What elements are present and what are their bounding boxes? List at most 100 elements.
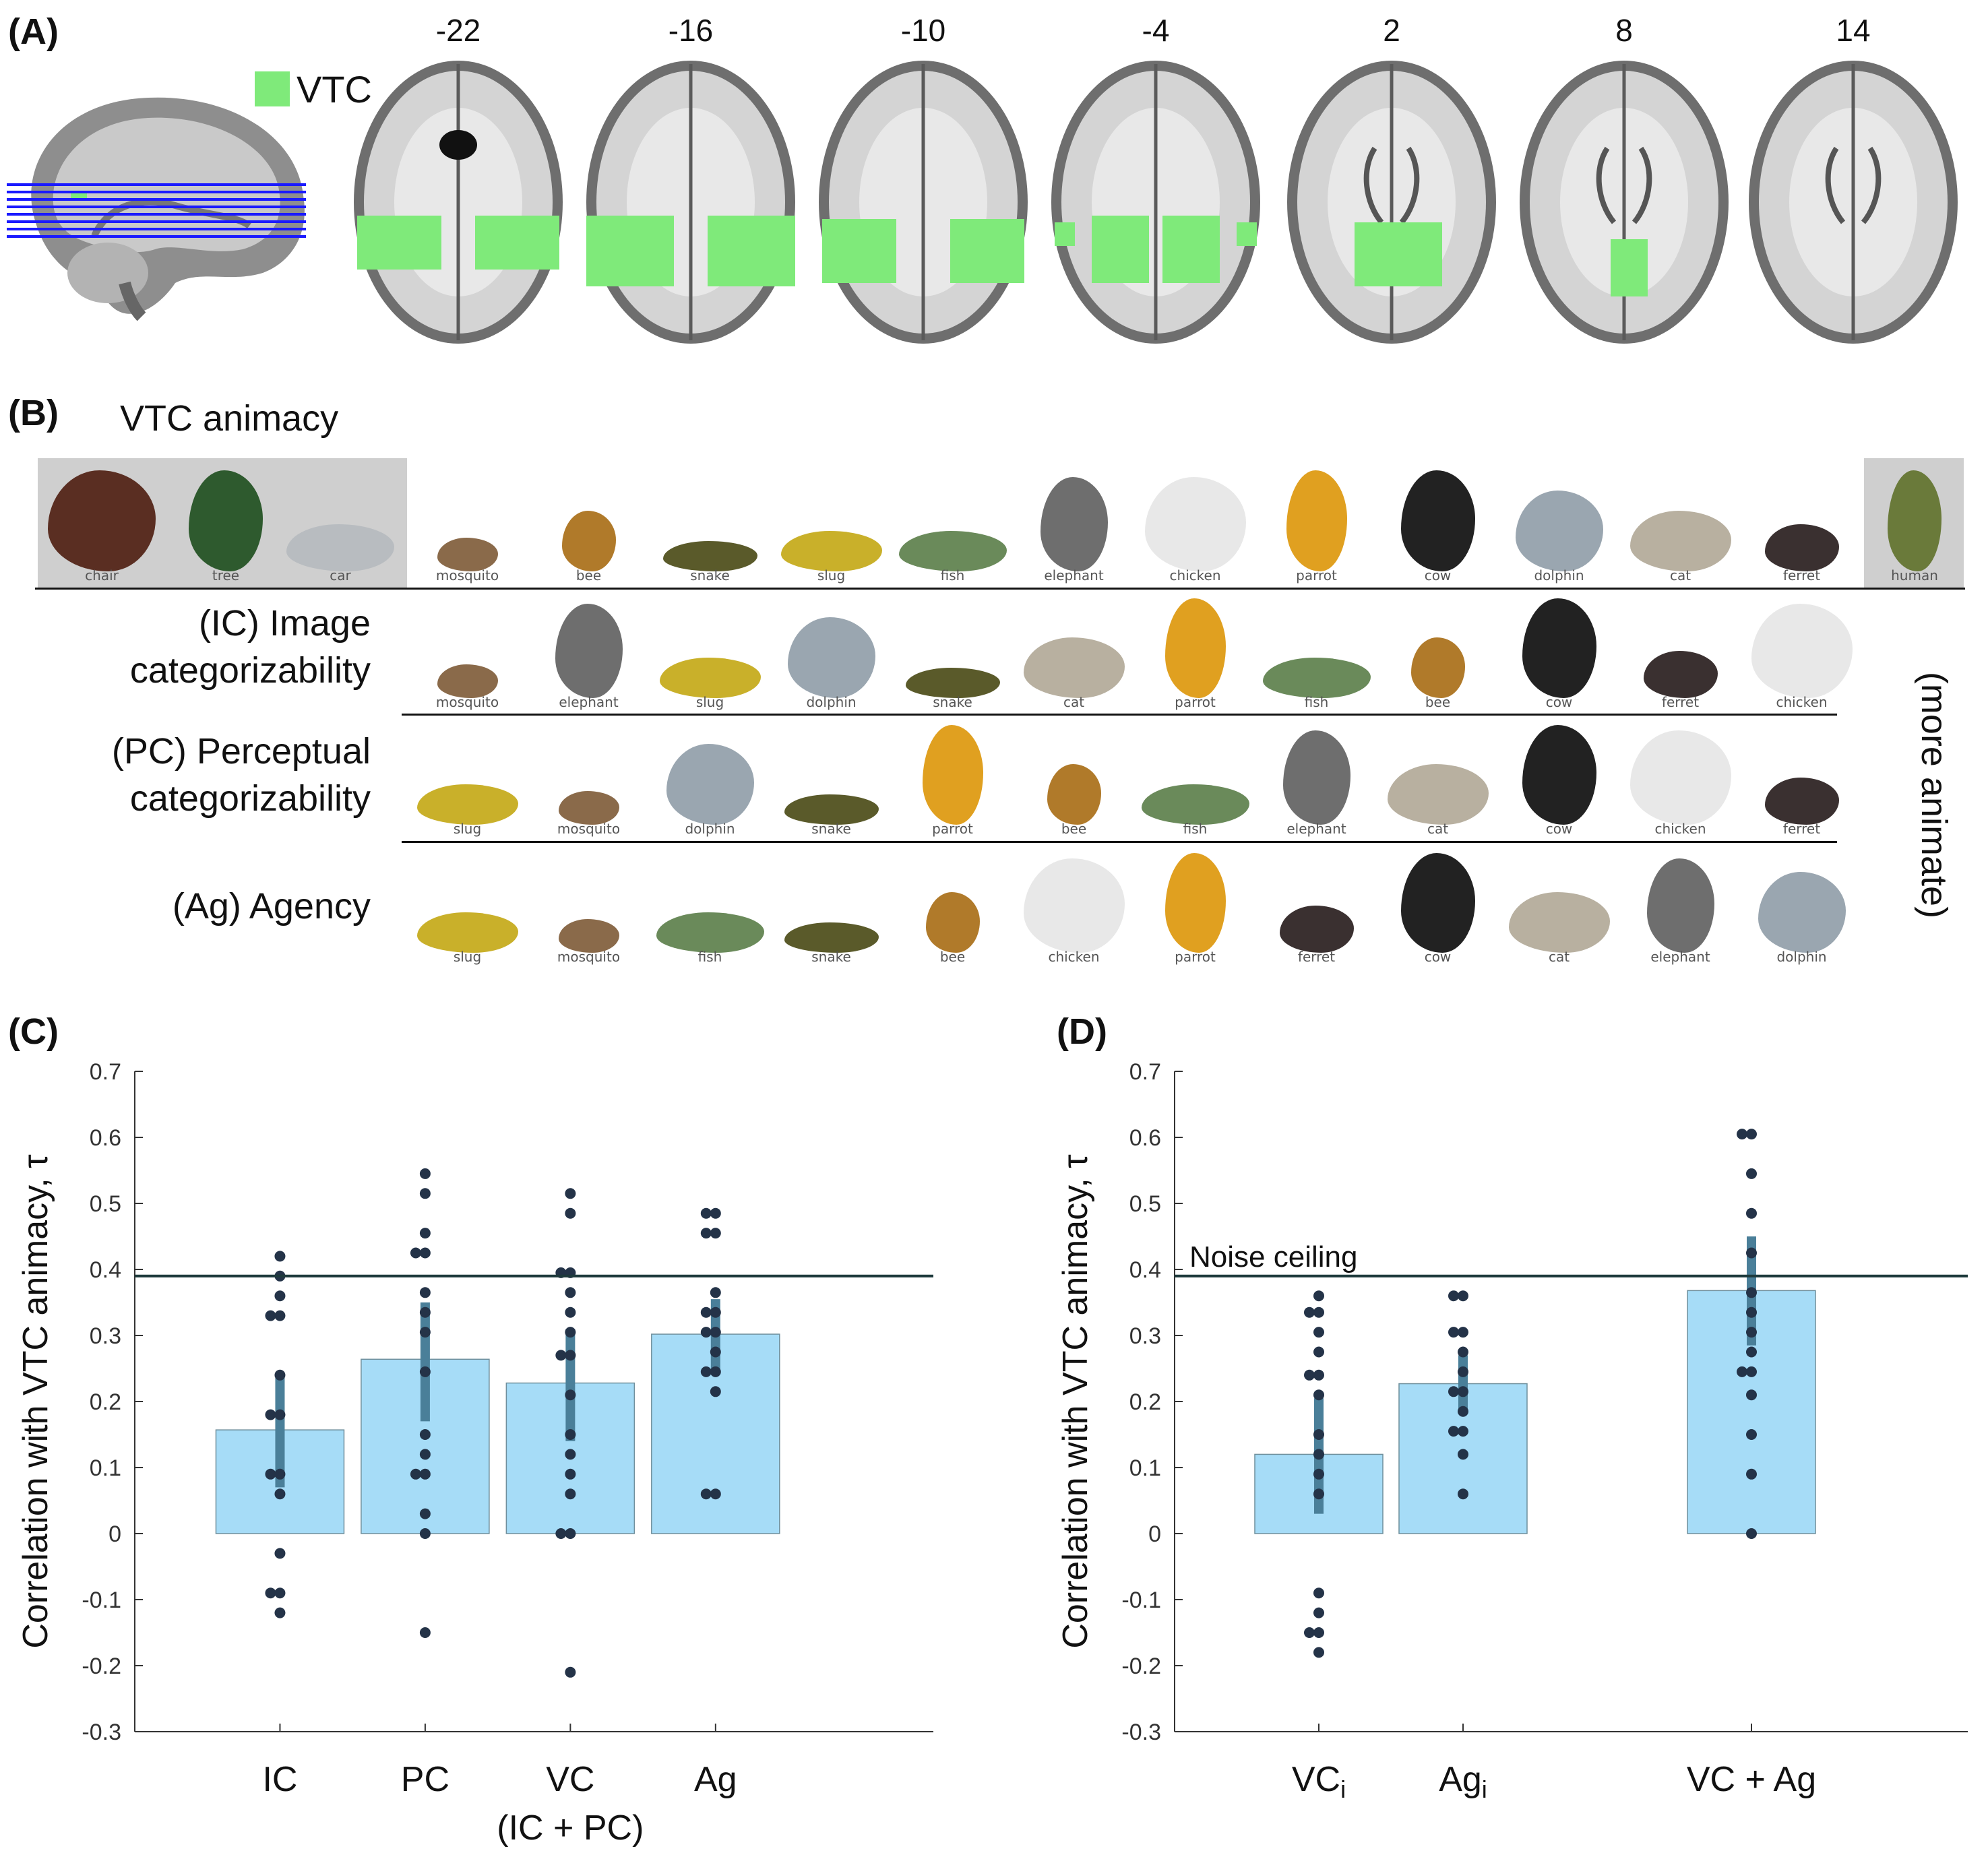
data-point [1746,1247,1757,1259]
chicken-shape [1751,604,1853,698]
elephant-image: elephant [530,593,648,713]
slice-label: 8 [1615,13,1633,48]
car-shape [286,524,394,571]
vtc-region [1162,216,1220,283]
data-point [265,1310,276,1321]
data-point [1746,1528,1757,1539]
dolphin-shape [666,744,754,825]
elephant-shape [1282,730,1350,825]
cat-shape [1023,637,1125,698]
data-point [1458,1290,1468,1302]
data-point [265,1468,276,1480]
axial-slice [586,61,795,344]
slug-caption: slug [453,821,482,837]
data-point [710,1287,721,1298]
elephant-shape [555,604,623,698]
data-point [1313,1627,1324,1638]
data-point [700,1488,712,1500]
data-point [1737,1366,1747,1377]
ferret-shape [1279,906,1354,953]
y-tick-label: 0.7 [1129,1059,1161,1085]
chart-c: -0.3 -0.2 -0.1 0 0.1 0.2 0.3 0.4 0.5 0.6 0.7 Correl… [16,1059,933,1848]
mosquito-shape [437,664,498,698]
cow-shape [1522,725,1596,825]
snake-image: snake [651,465,769,586]
data-point [410,1468,421,1480]
snake-caption: snake [811,821,851,837]
cat-image: cat [1500,848,1618,968]
chicken-shape [1629,730,1731,825]
bee-caption: bee [1061,821,1087,837]
row-label-line1: (PC) Perceptual [111,731,371,772]
data-point [1313,1369,1324,1381]
x-tick-sublabel: (IC + PC) [497,1808,644,1848]
data-point [1313,1327,1324,1338]
data-point [700,1228,712,1239]
chicken-caption: chicken [1776,694,1828,710]
data-point [1746,1389,1757,1401]
parrot-image: parrot [1136,848,1254,968]
parrot-caption: parrot [1175,949,1216,965]
data-point [274,1548,286,1559]
bee-caption: bee [1425,694,1451,710]
bee-image: bee [894,848,1012,968]
cat-image: cat [1015,593,1133,713]
vtc-region [950,219,1024,283]
y-tick-label: 0.5 [90,1191,121,1217]
data-point [555,1528,567,1539]
data-point [419,1287,431,1298]
data-point [419,1327,431,1338]
data-point [274,1468,286,1480]
x-tick-label: IC [262,1760,297,1799]
dolphin-shape [787,617,875,698]
slice-line [7,228,306,230]
x-tick-subscript: i [1482,1775,1487,1803]
snake-image: snake [894,593,1012,713]
vtc-region [708,216,795,286]
chicken-image: chicken [1621,720,1739,840]
data-point [1746,1366,1757,1377]
x-tick-label: Agi [1439,1760,1487,1803]
data-point [265,1409,276,1420]
mosquito-caption: mosquito [557,821,621,837]
data-point [565,1488,576,1500]
data-point [565,1207,576,1219]
data-point [710,1307,721,1318]
mosquito-shape [558,791,619,825]
data-point [710,1327,721,1338]
data-point [1458,1327,1468,1338]
dolphin-image: dolphin [772,593,890,713]
slug-caption: slug [817,567,846,584]
y-axis-label: Correlation with VTC animacy, τ [1056,1154,1095,1649]
human-caption: human [1891,567,1938,584]
cow-caption: cow [1545,821,1573,837]
x-tick-label: PC [401,1760,449,1799]
y-tick-label: -0.1 [1121,1587,1161,1613]
x-tick-label: Ag [694,1760,737,1799]
elephant-shape [1646,858,1714,953]
mosquito-caption: mosquito [557,949,621,965]
bee-shape [561,511,616,571]
slice-label: 2 [1383,13,1400,48]
chicken-shape [1023,858,1125,953]
y-tick-label: 0.2 [1129,1389,1161,1415]
data-point [565,1350,576,1361]
snake-shape [905,668,1000,698]
dolphin-shape [1758,872,1846,953]
data-point [419,1429,431,1440]
data-point [710,1207,721,1219]
dolphin-caption: dolphin [806,694,857,710]
row-divider-0 [35,588,1965,590]
y-tick-label: 0.3 [1129,1323,1161,1349]
slug-shape [780,531,882,571]
data-point [419,1366,431,1377]
data-point [1313,1290,1324,1302]
data-point [565,1429,576,1440]
panel-a-label: (A) [8,11,59,52]
data-point [1304,1307,1315,1318]
cat-shape [1629,511,1731,571]
row-label-line2: categorizability [129,778,371,819]
cow-shape [1522,598,1596,698]
data-point [1458,1426,1468,1437]
axial-slice [354,61,563,344]
